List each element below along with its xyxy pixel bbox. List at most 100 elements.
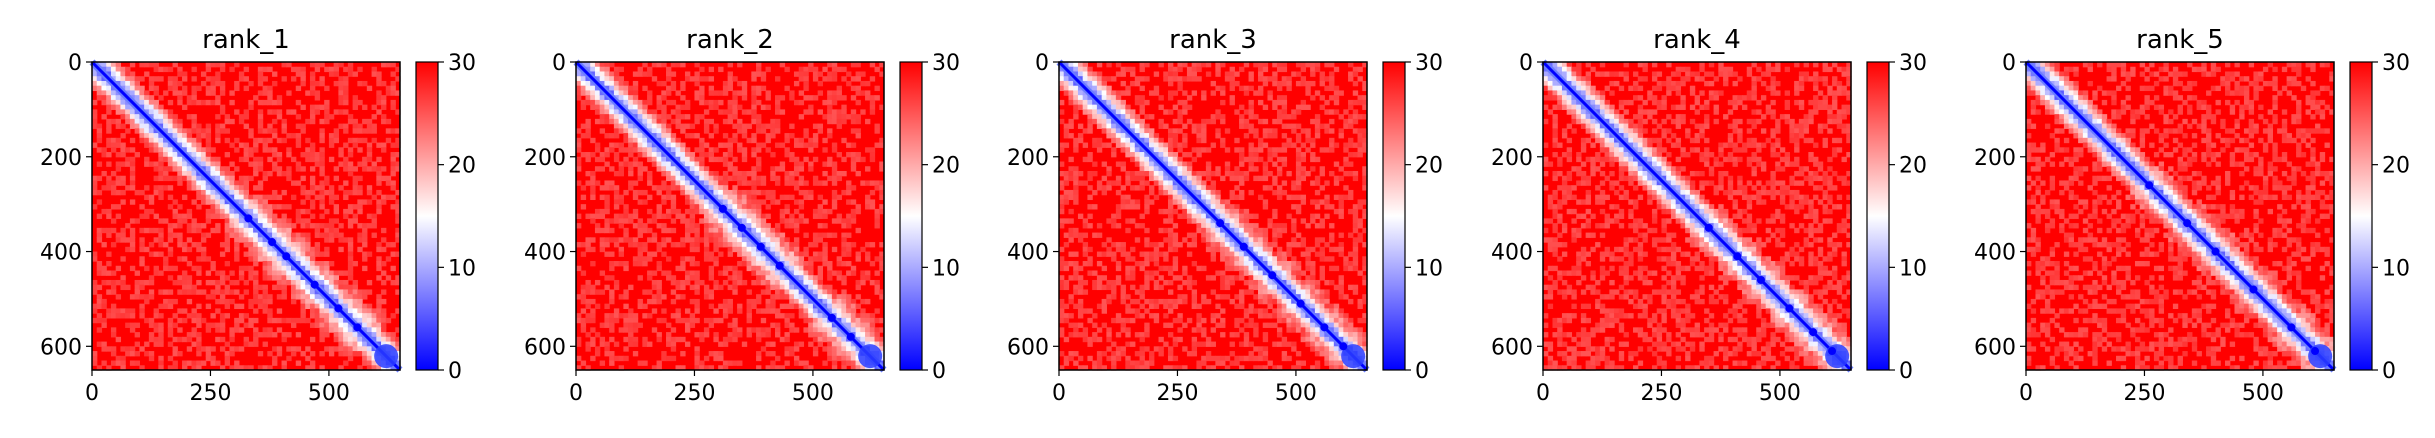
heatmap-cell [694,270,700,276]
heatmap-cell [172,223,178,229]
heatmap-cell [1063,360,1070,366]
heatmap-cell [319,166,325,172]
heatmap-cell [395,289,401,295]
heatmap-cell [182,317,188,324]
heatmap-cell [684,104,691,110]
heatmap-cell [376,308,382,314]
heatmap-cell [765,270,771,276]
heatmap-cell [784,170,790,177]
heatmap-cell [765,289,771,295]
heatmap-cell [651,279,658,286]
heatmap-cell [328,275,335,281]
heatmap-cell [647,208,653,215]
heatmap-cell [148,104,155,110]
heatmap-cell [177,308,183,314]
heatmap-cell [623,213,629,219]
heatmap-cell [846,213,852,219]
heatmap-cell [746,170,752,177]
heatmap-cell [841,289,847,295]
heatmap-cell [92,279,98,286]
heatmap-cell [191,223,197,229]
heatmap-cell [1073,194,1079,201]
heatmap-cell [134,279,140,286]
heatmap-cell [703,218,710,224]
heatmap-cell [390,251,396,257]
heatmap-cell [229,213,235,219]
heatmap-cell [831,341,838,347]
heatmap-cell [850,161,857,167]
heatmap-cell [219,128,226,134]
heatmap-cell [1120,109,1126,115]
heatmap-cell [632,208,639,215]
heatmap-cell [732,204,738,210]
heatmap-cell [319,298,325,305]
heatmap-cell [362,118,368,125]
heatmap-cell [343,336,349,343]
heatmap-cell [272,128,278,134]
heatmap-cell [167,204,174,210]
heatmap-cell [309,189,316,196]
heatmap-cell [309,62,316,68]
heatmap-cell [865,242,871,248]
heatmap-cell [347,170,354,177]
heatmap-cell [253,185,259,191]
heatmap-cell [319,275,325,281]
heatmap-cell [300,313,306,319]
heatmap-cell [737,242,743,248]
heatmap-cell [1319,95,1325,101]
heatmap-cell [789,251,795,257]
heatmap-cell [765,90,771,96]
heatmap-cell [741,261,748,267]
heatmap-cell [371,166,377,172]
heatmap-cell [163,90,169,96]
heatmap-cell [281,365,287,371]
heatmap-cell [1068,355,1074,362]
heatmap-cell [618,246,624,253]
heatmap-cell [684,123,691,129]
heatmap-cell [371,223,377,229]
heatmap-cell [594,303,601,309]
heatmap-cell [775,104,781,110]
heatmap-cell [855,62,861,68]
heatmap-cell [703,99,710,106]
heatmap-cell [395,336,401,343]
heatmap-cell [158,147,164,153]
heatmap-cell [684,156,691,163]
heatmap-cell [167,175,174,182]
heatmap-cell [694,166,700,172]
heatmap-cell [172,351,178,357]
heatmap-cell [666,355,672,362]
heatmap-cell [756,270,762,276]
heatmap-cell [305,242,311,248]
heatmap-cell [623,218,629,224]
heatmap-cell [670,133,677,139]
heatmap-cell [879,204,885,210]
heatmap-cell [770,227,776,234]
heatmap-cell [869,365,876,371]
heatmap-cell [699,332,705,338]
heatmap-cell [319,152,325,158]
heatmap-cell [737,261,743,267]
heatmap-cell [305,265,311,272]
heatmap-cell [713,104,719,110]
heatmap-cell [395,90,401,96]
heatmap-cell [775,308,781,314]
heatmap-cell [286,170,292,177]
heatmap-cell [191,118,197,125]
heatmap-cell [376,71,382,77]
heatmap-cell [200,128,207,134]
heatmap-cell [770,199,776,205]
heatmap-cell [177,156,183,163]
heatmap-cell [599,95,606,101]
heatmap-cell [371,71,377,77]
heatmap-cell [609,237,615,243]
diagonal-node [846,332,855,341]
heatmap-cell [831,180,838,186]
heatmap-cell [604,80,610,87]
heatmap-cell [822,327,828,333]
heatmap-cell [784,284,790,291]
heatmap-cell [328,237,335,243]
heatmap-cell [219,62,226,68]
heatmap-cell [286,90,292,96]
heatmap-cell [1073,85,1079,92]
